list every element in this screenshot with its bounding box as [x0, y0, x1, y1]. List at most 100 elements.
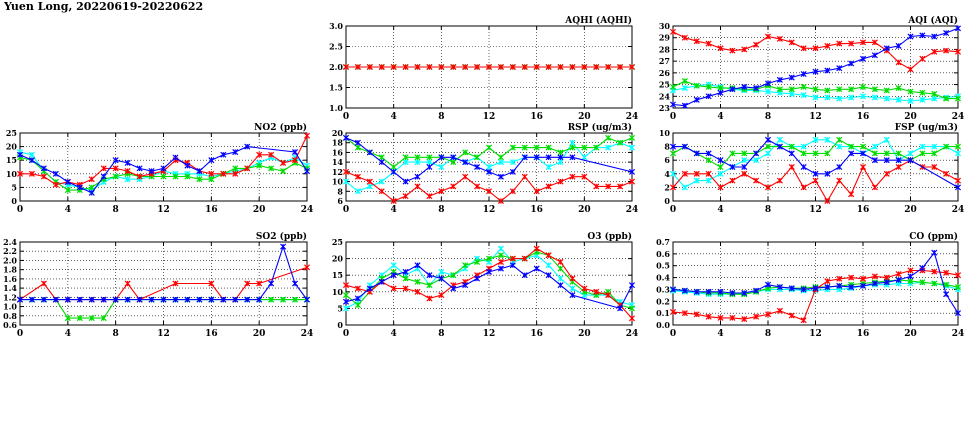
data-point-day2	[824, 150, 831, 157]
data-point-day4	[497, 173, 504, 180]
x-tick-label: 20	[253, 205, 266, 215]
data-point-day3	[859, 275, 867, 282]
data-point-day3	[208, 170, 215, 177]
data-point-day3	[871, 273, 878, 280]
data-point-day3	[800, 317, 807, 324]
data-point-day4	[474, 275, 481, 282]
data-point-day3	[244, 280, 251, 287]
data-point-day3	[581, 63, 588, 71]
y-tick-label: 15	[332, 270, 343, 280]
data-point-day2	[729, 150, 736, 157]
data-point-day3	[569, 275, 576, 282]
series-line-day4	[672, 27, 959, 107]
data-point-day3	[943, 269, 950, 276]
data-point-day1	[836, 143, 843, 150]
y-tick-label: 25	[659, 80, 670, 90]
x-tick-label: 12	[483, 112, 496, 122]
data-point-day4	[717, 89, 724, 96]
data-point-day3	[485, 188, 493, 195]
data-point-day4	[136, 165, 143, 172]
data-point-day3	[450, 183, 457, 190]
chart-title: FSP (ug/m3)	[895, 122, 958, 133]
data-point-day3	[776, 35, 783, 42]
x-tick-label: 8	[113, 205, 119, 215]
data-point-day1	[800, 143, 807, 150]
x-tick-label: 20	[904, 329, 917, 339]
data-point-day1	[919, 96, 926, 103]
data-point-day3	[390, 197, 397, 205]
x-tick-label: 16	[530, 329, 543, 339]
data-point-day3	[717, 184, 724, 191]
data-point-day2	[907, 278, 914, 285]
data-point-day3	[753, 41, 760, 48]
data-point-day1	[788, 90, 795, 97]
data-point-day3	[717, 314, 724, 321]
data-point-day3	[474, 183, 481, 190]
data-point-day4	[871, 52, 878, 59]
data-point-day3	[907, 66, 914, 73]
data-point-day3	[462, 173, 469, 180]
data-point-day3	[136, 173, 143, 180]
data-point-day4	[462, 159, 469, 166]
data-point-day4	[824, 284, 831, 291]
data-point-day3	[402, 193, 409, 200]
data-point-day4	[509, 262, 516, 269]
data-point-day2	[533, 144, 540, 151]
data-point-day1	[764, 150, 772, 157]
data-point-day4	[776, 76, 783, 83]
data-point-day4	[366, 149, 373, 156]
data-point-day3	[836, 177, 843, 184]
data-point-day3	[390, 285, 397, 292]
data-point-day4	[533, 265, 540, 272]
x-tick-label: 12	[483, 205, 496, 215]
x-tick-label: 12	[483, 329, 496, 339]
data-point-day3	[545, 252, 552, 259]
data-point-day2	[764, 143, 772, 150]
data-point-day4	[931, 249, 938, 256]
data-point-day2	[521, 144, 528, 151]
data-point-day2	[883, 150, 890, 157]
data-point-day2	[919, 279, 926, 286]
data-point-day2	[485, 144, 493, 151]
data-point-day3	[303, 132, 311, 139]
data-point-day4	[788, 74, 795, 81]
data-point-day4	[485, 268, 493, 275]
data-point-day2	[268, 165, 275, 172]
data-point-day4	[824, 67, 831, 74]
data-point-day4	[88, 189, 95, 196]
y-tick-label: 20	[6, 142, 18, 152]
data-point-day3	[497, 63, 504, 71]
data-point-day4	[52, 296, 59, 303]
data-point-day3	[533, 188, 540, 195]
data-point-day3	[848, 274, 855, 281]
data-point-day4	[232, 296, 239, 303]
data-point-day4	[208, 296, 215, 303]
data-point-day2	[342, 292, 350, 299]
data-point-day3	[342, 168, 350, 175]
data-point-day3	[693, 38, 700, 45]
data-point-day4	[859, 282, 867, 289]
data-point-day4	[485, 168, 493, 175]
data-point-day3	[100, 165, 107, 172]
data-point-day4	[136, 296, 143, 303]
x-tick-label: 24	[952, 112, 965, 122]
data-point-day4	[64, 178, 71, 185]
data-point-day1	[426, 159, 433, 166]
data-point-day3	[729, 47, 736, 54]
data-point-day4	[776, 143, 783, 150]
data-point-day2	[414, 154, 421, 161]
y-tick-label: 10	[332, 287, 344, 297]
x-tick-label: 20	[578, 329, 591, 339]
data-point-day3	[557, 178, 564, 185]
x-tick-label: 4	[717, 329, 723, 339]
chart-o3: 0 4 8 12 16 20 24 0 5 10 15 20 25 O3 (ppb)	[332, 231, 638, 339]
data-point-day2	[871, 150, 878, 157]
data-point-day2	[414, 278, 421, 285]
y-tick-label: 25	[332, 237, 343, 247]
data-point-day3	[741, 316, 748, 323]
y-tick-label: 8	[337, 186, 343, 196]
data-point-day4	[848, 60, 855, 67]
data-point-day3	[521, 63, 528, 71]
data-point-day1	[907, 97, 914, 104]
